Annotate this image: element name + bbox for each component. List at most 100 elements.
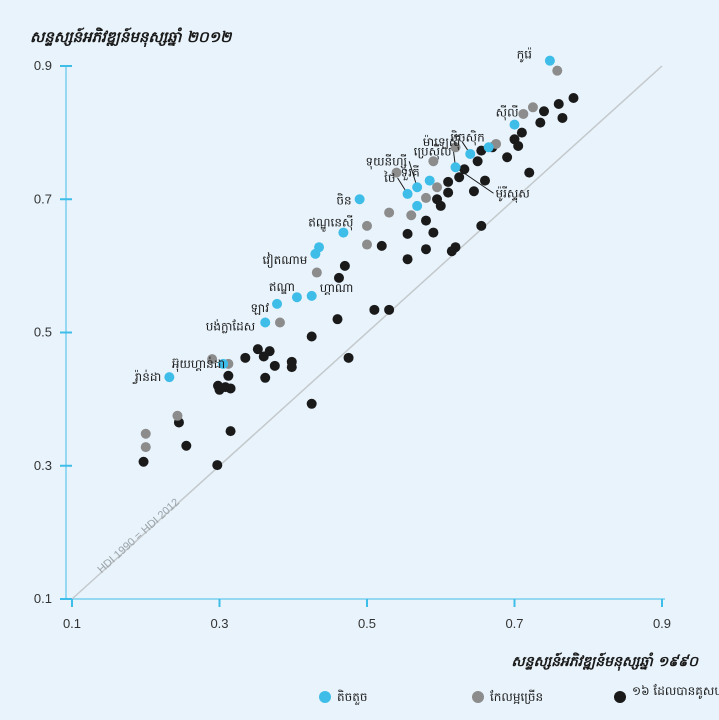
data-point: [459, 164, 470, 175]
point-label: វៀតណាម: [262, 252, 307, 268]
data-point: [406, 210, 417, 221]
x-tick-label: 0.1: [63, 616, 81, 631]
data-point: [338, 227, 349, 238]
data-points: [138, 55, 579, 471]
data-point: [509, 119, 520, 130]
data-point: [181, 440, 192, 451]
data-point: [432, 182, 443, 193]
data-point: [333, 272, 344, 283]
data-point: [535, 117, 546, 128]
data-point: [286, 362, 297, 373]
point-label: ចិន: [336, 192, 351, 207]
data-point: [272, 298, 283, 309]
data-point: [164, 372, 175, 383]
point-label: ម៉ិចស៊ិក: [450, 129, 484, 145]
point-label: ឡាវ: [251, 301, 270, 315]
data-point: [362, 220, 372, 231]
point-label: ហ្គាណា: [320, 281, 354, 295]
data-point: [524, 167, 535, 178]
data-point: [269, 360, 280, 371]
data-point: [223, 370, 234, 381]
data-point: [480, 175, 490, 186]
data-point: [369, 304, 380, 315]
data-point: [412, 200, 423, 211]
data-point: [568, 92, 579, 103]
data-point: [343, 352, 354, 363]
data-point: [421, 244, 431, 255]
legend-swatch: [319, 691, 331, 703]
point-label: បង់ក្លាដែស: [206, 319, 256, 334]
x-axis-title: សន្ទស្សន៍អភិវឌ្ឍន៍មនុស្សឆ្នាំ ១៩៩០: [511, 652, 699, 671]
data-point: [402, 188, 413, 199]
data-point: [544, 55, 555, 66]
y-tick-label: 0.9: [34, 58, 52, 73]
data-point: [362, 239, 372, 250]
y-tick-label: 0.7: [34, 191, 52, 206]
data-point: [557, 112, 568, 123]
data-point: [450, 142, 461, 153]
data-point: [527, 102, 538, 113]
point-label: ម៉ូរីស្ទុស: [496, 185, 530, 203]
data-point: [140, 442, 151, 453]
y-tick-label: 0.1: [34, 591, 52, 606]
legend-label: ១៦ ដែលបានគូសបញ្ជាក់: [632, 683, 719, 699]
x-tick-label: 0.7: [505, 616, 523, 631]
data-point: [384, 207, 395, 218]
point-label: ទួរគី: [401, 165, 420, 181]
x-tick-label: 0.3: [210, 616, 228, 631]
data-point: [225, 426, 236, 437]
point-label: កូរ៉េ: [517, 47, 532, 63]
data-point: [553, 98, 564, 109]
data-point: [502, 152, 513, 163]
data-point: [424, 175, 435, 186]
data-point: [240, 352, 251, 363]
data-point: [212, 460, 223, 471]
point-label: ស៊ីលី: [496, 105, 519, 121]
legend-label: តិចតួច: [337, 689, 367, 705]
legend: តិចតួច កែលម្អច្រើន ១៦ ដែលបានគូសបញ្ជាក់: [319, 683, 719, 705]
data-point: [225, 383, 236, 394]
data-point: [310, 248, 321, 259]
data-point: [539, 106, 549, 117]
data-point: [218, 358, 229, 369]
point-label: ឥណ្ឌូនេស៊ី: [308, 215, 353, 233]
data-point: [421, 215, 431, 226]
data-point: [172, 410, 183, 421]
y-tick-label: 0.3: [34, 458, 52, 473]
data-point: [402, 254, 413, 265]
data-point: [450, 162, 461, 173]
data-point: [513, 140, 524, 151]
data-point: [402, 228, 413, 239]
data-point: [260, 317, 271, 328]
data-point: [291, 292, 302, 303]
x-tick-label: 0.9: [653, 616, 671, 631]
legend-label: កែលម្អច្រើន: [490, 689, 543, 704]
data-point: [468, 186, 479, 197]
legend-swatch: [614, 691, 626, 703]
data-point: [306, 331, 317, 342]
y-tick-label: 0.5: [34, 325, 52, 340]
data-point: [472, 156, 483, 167]
chart-title: សន្ទស្សន៍អភិវឌ្ឍន៍មនុស្សឆ្នាំ ២០១២: [30, 27, 233, 48]
data-point: [207, 354, 218, 365]
reference-line: [71, 65, 663, 600]
data-point: [443, 176, 454, 187]
data-point: [454, 172, 465, 183]
data-point: [465, 148, 476, 159]
data-point: [214, 384, 225, 395]
point-label: រ៉្វាន់ដា: [132, 369, 162, 384]
x-tick-label: 0.5: [358, 616, 376, 631]
data-point: [140, 428, 151, 439]
data-point: [428, 156, 439, 167]
data-point: [391, 167, 402, 178]
data-point: [311, 267, 322, 278]
data-point: [421, 192, 431, 203]
axis-ticks: 0.1 0.3 0.5 0.7 0.9 0.1 0.3 0.5 0.7 0.9: [34, 58, 671, 631]
data-point: [428, 227, 439, 238]
point-label: ប្រេស៊ីល: [414, 143, 452, 159]
data-point: [516, 127, 527, 138]
point-label: ឥណ្ឌា: [269, 280, 295, 294]
legend-swatch: [472, 691, 484, 703]
